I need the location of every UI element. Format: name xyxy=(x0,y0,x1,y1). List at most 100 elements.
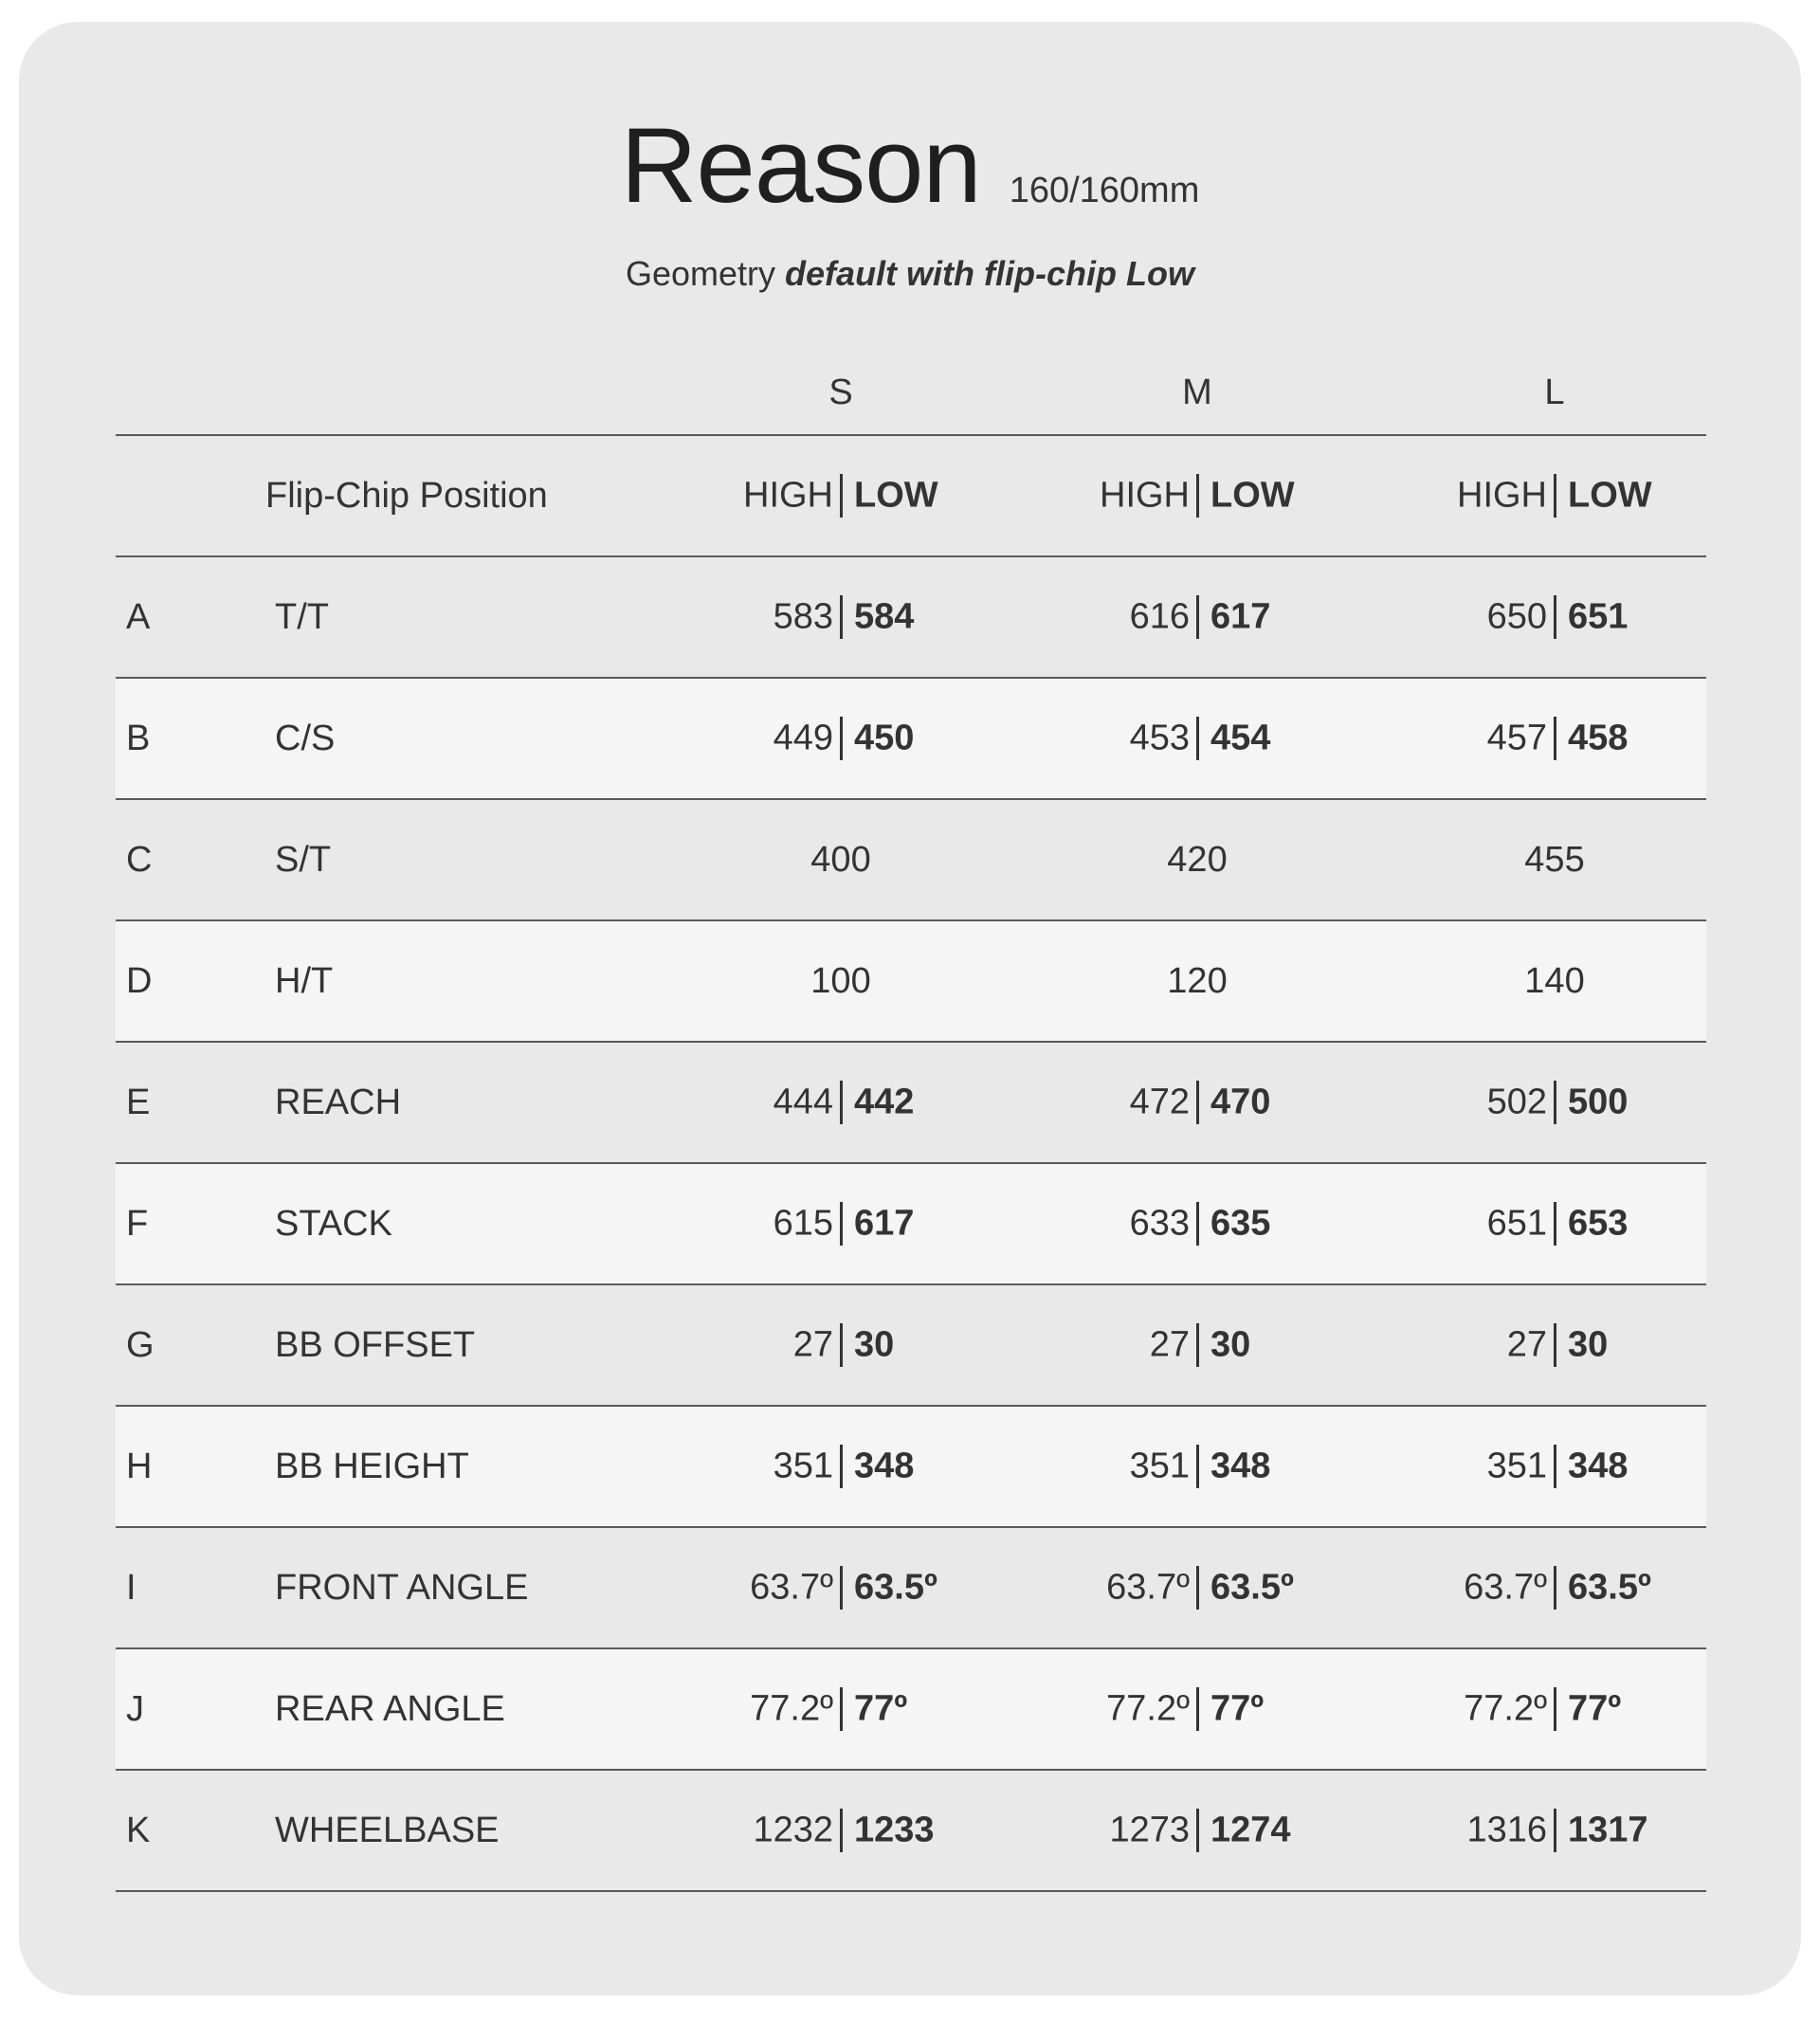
value-cell-l: 63.7º 63.5º xyxy=(1376,1528,1733,1647)
value-pair: 457 458 xyxy=(1376,679,1733,798)
high-value: 444 xyxy=(773,1082,833,1122)
row-label: T/T xyxy=(275,596,329,637)
value-pair: 453 454 xyxy=(1019,679,1375,798)
low-value: 470 xyxy=(1210,1082,1271,1122)
value-cell-m: 420 xyxy=(1019,800,1375,919)
value-cell-s: 27 30 xyxy=(663,1285,1019,1405)
high-value: 650 xyxy=(1486,596,1547,637)
table-row: E REACH 444 442 472 470 502 500 xyxy=(116,1043,1706,1164)
value-cell-s: 63.7º 63.5º xyxy=(663,1528,1019,1647)
high-value: 449 xyxy=(773,718,833,758)
flip-chip-header-m: HIGH LOW xyxy=(1019,436,1375,555)
high-value: 615 xyxy=(773,1203,833,1244)
low-value: 450 xyxy=(854,718,915,758)
flip-chip-header-row: Flip-Chip Position HIGH LOW HIGH LOW HIGH LOW xyxy=(116,436,1706,557)
flip-chip-pair: HIGH LOW xyxy=(1019,436,1375,555)
divider xyxy=(1554,474,1556,518)
divider xyxy=(840,1445,843,1488)
value-cell-s: 583 584 xyxy=(663,557,1019,677)
value-pair: 351 348 xyxy=(663,1407,1019,1526)
divider xyxy=(840,1323,843,1367)
high-value: 633 xyxy=(1129,1203,1190,1244)
low-value: 77º xyxy=(854,1688,908,1729)
value-pair: 615 617 xyxy=(663,1164,1019,1283)
value-pair: 583 584 xyxy=(663,557,1019,677)
row-letter: H xyxy=(126,1446,153,1486)
value-pair: 77.2º 77º xyxy=(1376,1649,1733,1769)
value-cell-s: 449 450 xyxy=(663,679,1019,798)
divider xyxy=(1196,474,1199,518)
low-value: 348 xyxy=(1568,1446,1629,1486)
flip-chip-header-s: HIGH LOW xyxy=(663,436,1019,555)
value-cell-m: 27 30 xyxy=(1019,1285,1375,1405)
value-pair: 1316 1317 xyxy=(1376,1771,1733,1890)
divider xyxy=(840,1081,843,1124)
low-value: 1317 xyxy=(1568,1810,1648,1850)
high-value: 77.2º xyxy=(1464,1688,1547,1729)
divider xyxy=(840,1687,843,1731)
low-value: 63.5º xyxy=(854,1567,937,1608)
subtitle: Geometry default with flip-chip Low xyxy=(0,254,1820,294)
low-value: 617 xyxy=(1210,596,1271,637)
low-value: 1233 xyxy=(854,1810,935,1850)
divider xyxy=(1196,595,1199,639)
low-value: 348 xyxy=(854,1446,915,1486)
high-label: HIGH xyxy=(1457,475,1547,516)
value: 140 xyxy=(1524,960,1585,1001)
high-value: 457 xyxy=(1486,718,1547,758)
value-cell-m: 351 348 xyxy=(1019,1407,1375,1526)
value-cell-l: 502 500 xyxy=(1376,1043,1733,1162)
value-cell-s: 1232 1233 xyxy=(663,1771,1019,1890)
row-label: C/S xyxy=(275,718,336,758)
row-label: FRONT ANGLE xyxy=(275,1567,529,1608)
high-value: 1273 xyxy=(1109,1810,1190,1850)
low-value: 77º xyxy=(1568,1688,1622,1729)
row-label: S/T xyxy=(275,839,332,880)
value-pair: 77.2º 77º xyxy=(663,1649,1019,1769)
subtitle-emphasis: default with flip-chip Low xyxy=(785,254,1194,293)
value-cell-m: 472 470 xyxy=(1019,1043,1375,1162)
value-pair: 77.2º 77º xyxy=(1019,1649,1375,1769)
table-row: C S/T 400 420 455 xyxy=(116,800,1706,921)
value-pair: 27 30 xyxy=(1376,1285,1733,1405)
value-cell-l: 1316 1317 xyxy=(1376,1771,1733,1890)
value-cell-m: 633 635 xyxy=(1019,1164,1375,1283)
high-value: 472 xyxy=(1129,1082,1190,1122)
divider xyxy=(1554,1323,1556,1367)
value: 120 xyxy=(1167,960,1228,1001)
table-row: B C/S 449 450 453 454 457 458 xyxy=(116,679,1706,800)
row-letter: A xyxy=(126,596,151,637)
value-pair: 650 651 xyxy=(1376,557,1733,677)
value-pair: 351 348 xyxy=(1019,1407,1375,1526)
table-row: H BB HEIGHT 351 348 351 348 351 348 xyxy=(116,1407,1706,1528)
high-value: 351 xyxy=(773,1446,833,1486)
flip-chip-header-l: HIGH LOW xyxy=(1376,436,1733,555)
high-value: 27 xyxy=(1149,1324,1190,1365)
divider xyxy=(1554,1809,1556,1852)
value-cell-l: 77.2º 77º xyxy=(1376,1649,1733,1769)
divider xyxy=(840,474,843,518)
value-cell-l: 351 348 xyxy=(1376,1407,1733,1526)
table-row: G BB OFFSET 27 30 27 30 27 30 xyxy=(116,1285,1706,1407)
low-value: 617 xyxy=(854,1203,915,1244)
low-value: 651 xyxy=(1568,596,1629,637)
value-cell-s: 77.2º 77º xyxy=(663,1649,1019,1769)
value-pair: 1232 1233 xyxy=(663,1771,1019,1890)
divider xyxy=(1554,1687,1556,1731)
low-value: 77º xyxy=(1210,1688,1265,1729)
size-header-l: L xyxy=(1544,372,1565,412)
row-label: WHEELBASE xyxy=(275,1810,500,1850)
low-value: 63.5º xyxy=(1210,1567,1294,1608)
value-cell-m: 453 454 xyxy=(1019,679,1375,798)
row-label: BB OFFSET xyxy=(275,1324,476,1365)
table-row: J REAR ANGLE 77.2º 77º 77.2º 77º 77.2º 77º xyxy=(116,1649,1706,1771)
divider xyxy=(1196,717,1199,760)
low-label: LOW xyxy=(854,475,938,516)
value-cell-s: 444 442 xyxy=(663,1043,1019,1162)
value-pair: 63.7º 63.5º xyxy=(1376,1528,1733,1647)
value-cell-l: 27 30 xyxy=(1376,1285,1733,1405)
high-value: 351 xyxy=(1486,1446,1547,1486)
title-block: Reason 160/160mm xyxy=(0,104,1820,227)
row-letter: C xyxy=(126,839,153,880)
row-label: REACH xyxy=(275,1082,402,1122)
